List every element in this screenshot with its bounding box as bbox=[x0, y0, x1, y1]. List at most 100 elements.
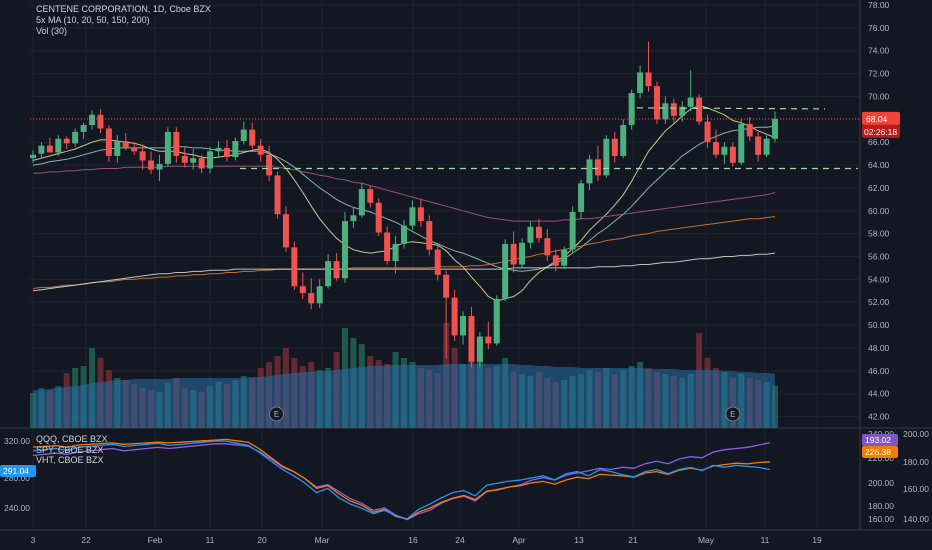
candle[interactable] bbox=[662, 96, 669, 124]
candle[interactable] bbox=[80, 122, 87, 139]
candle[interactable] bbox=[611, 131, 618, 163]
candle[interactable] bbox=[653, 81, 660, 124]
candle[interactable] bbox=[350, 207, 357, 228]
candle[interactable] bbox=[232, 137, 239, 161]
candle[interactable] bbox=[434, 242, 441, 281]
candle[interactable] bbox=[460, 311, 467, 345]
candle[interactable] bbox=[620, 119, 627, 159]
candle[interactable] bbox=[333, 253, 340, 281]
candle[interactable] bbox=[426, 215, 433, 256]
candle[interactable] bbox=[586, 154, 593, 191]
candle[interactable] bbox=[291, 241, 298, 290]
candle[interactable] bbox=[131, 142, 138, 155]
candle[interactable] bbox=[223, 139, 230, 162]
candle[interactable] bbox=[122, 133, 129, 151]
candle[interactable] bbox=[679, 101, 686, 122]
candle[interactable] bbox=[401, 219, 407, 249]
candle[interactable] bbox=[46, 137, 53, 153]
candle[interactable] bbox=[299, 272, 306, 299]
candle[interactable] bbox=[603, 135, 610, 178]
candle[interactable] bbox=[417, 199, 424, 227]
compare-label-spy[interactable]: SPY, CBOE BZX bbox=[36, 444, 104, 455]
candle[interactable] bbox=[38, 142, 45, 159]
candle[interactable] bbox=[510, 231, 517, 273]
candle[interactable] bbox=[645, 41, 652, 92]
candle[interactable] bbox=[535, 218, 542, 243]
candle[interactable] bbox=[443, 270, 450, 359]
candle[interactable] bbox=[569, 206, 576, 254]
candle[interactable] bbox=[97, 109, 104, 134]
candle[interactable] bbox=[755, 131, 762, 162]
time-axis[interactable]: 3 22 Feb 11 20 Mar 16 24 Apr 13 21 May 11 19 bbox=[31, 535, 822, 545]
earnings-marker[interactable]: E bbox=[725, 406, 741, 422]
candle[interactable] bbox=[468, 306, 475, 368]
compare-label-vht[interactable]: VHT, CBOE BZX bbox=[36, 455, 104, 465]
candle[interactable] bbox=[704, 114, 711, 148]
candle[interactable] bbox=[215, 141, 222, 158]
candle[interactable] bbox=[148, 151, 155, 175]
candle[interactable] bbox=[519, 238, 526, 268]
candle[interactable] bbox=[308, 278, 315, 310]
candle[interactable] bbox=[240, 121, 247, 145]
candle[interactable] bbox=[375, 198, 382, 236]
candle[interactable] bbox=[696, 94, 703, 126]
candle[interactable] bbox=[637, 65, 644, 99]
candle[interactable] bbox=[89, 110, 96, 130]
candle[interactable] bbox=[721, 142, 728, 164]
ma-indicator-label[interactable]: 5x MA (10, 20, 50, 150, 200) bbox=[36, 15, 150, 25]
candle[interactable] bbox=[552, 249, 559, 272]
earnings-marker[interactable]: E bbox=[269, 406, 285, 422]
candle[interactable] bbox=[485, 321, 492, 350]
candle[interactable] bbox=[105, 125, 112, 162]
candle[interactable] bbox=[392, 235, 399, 274]
candle[interactable] bbox=[72, 128, 79, 147]
candle[interactable] bbox=[164, 127, 171, 167]
candle[interactable] bbox=[367, 185, 374, 208]
candle[interactable] bbox=[30, 150, 36, 163]
candle[interactable] bbox=[181, 146, 188, 168]
candle[interactable] bbox=[738, 119, 745, 166]
candle[interactable] bbox=[63, 136, 70, 150]
candle[interactable] bbox=[139, 144, 146, 170]
candle[interactable] bbox=[198, 154, 205, 174]
candle[interactable] bbox=[274, 171, 281, 219]
candle[interactable] bbox=[544, 229, 551, 262]
candle[interactable] bbox=[670, 98, 677, 123]
price-axis[interactable]: 78.0076.0074.0072.0070.0068.0066.0064.00… bbox=[862, 0, 900, 422]
candle[interactable] bbox=[561, 246, 568, 270]
candle[interactable] bbox=[594, 145, 601, 182]
candle[interactable] bbox=[384, 226, 391, 265]
candle[interactable] bbox=[249, 122, 256, 150]
candle[interactable] bbox=[114, 135, 121, 163]
candle[interactable] bbox=[266, 145, 273, 182]
symbol-title[interactable]: CENTENE CORPORATION, 1D, Cboe BZX bbox=[36, 4, 211, 14]
candle[interactable] bbox=[502, 239, 509, 302]
candle[interactable] bbox=[257, 138, 264, 162]
candle[interactable] bbox=[325, 254, 332, 289]
candle[interactable] bbox=[746, 117, 753, 142]
candle[interactable] bbox=[628, 89, 635, 130]
candle[interactable] bbox=[772, 111, 778, 143]
candle[interactable] bbox=[451, 289, 458, 342]
candle[interactable] bbox=[687, 70, 694, 112]
candle[interactable] bbox=[476, 331, 483, 368]
candle[interactable] bbox=[578, 179, 585, 219]
candle[interactable] bbox=[527, 221, 534, 249]
compare-label-qqq[interactable]: QQQ, CBOE BZX bbox=[36, 434, 108, 444]
candle[interactable] bbox=[55, 135, 62, 156]
volume-indicator-label[interactable]: Vol (30) bbox=[36, 26, 68, 36]
candle[interactable] bbox=[763, 135, 770, 158]
compare-line-vht[interactable] bbox=[32, 440, 771, 520]
resistance-level-line[interactable] bbox=[636, 107, 826, 110]
candle[interactable] bbox=[493, 295, 500, 346]
candle[interactable] bbox=[409, 200, 416, 231]
candle[interactable] bbox=[358, 183, 365, 218]
candle[interactable] bbox=[156, 154, 163, 182]
candles[interactable] bbox=[30, 41, 778, 368]
candle[interactable] bbox=[316, 279, 323, 308]
candle[interactable] bbox=[282, 206, 289, 252]
candle[interactable] bbox=[341, 211, 348, 283]
candle[interactable] bbox=[729, 142, 736, 167]
candle[interactable] bbox=[712, 129, 719, 159]
